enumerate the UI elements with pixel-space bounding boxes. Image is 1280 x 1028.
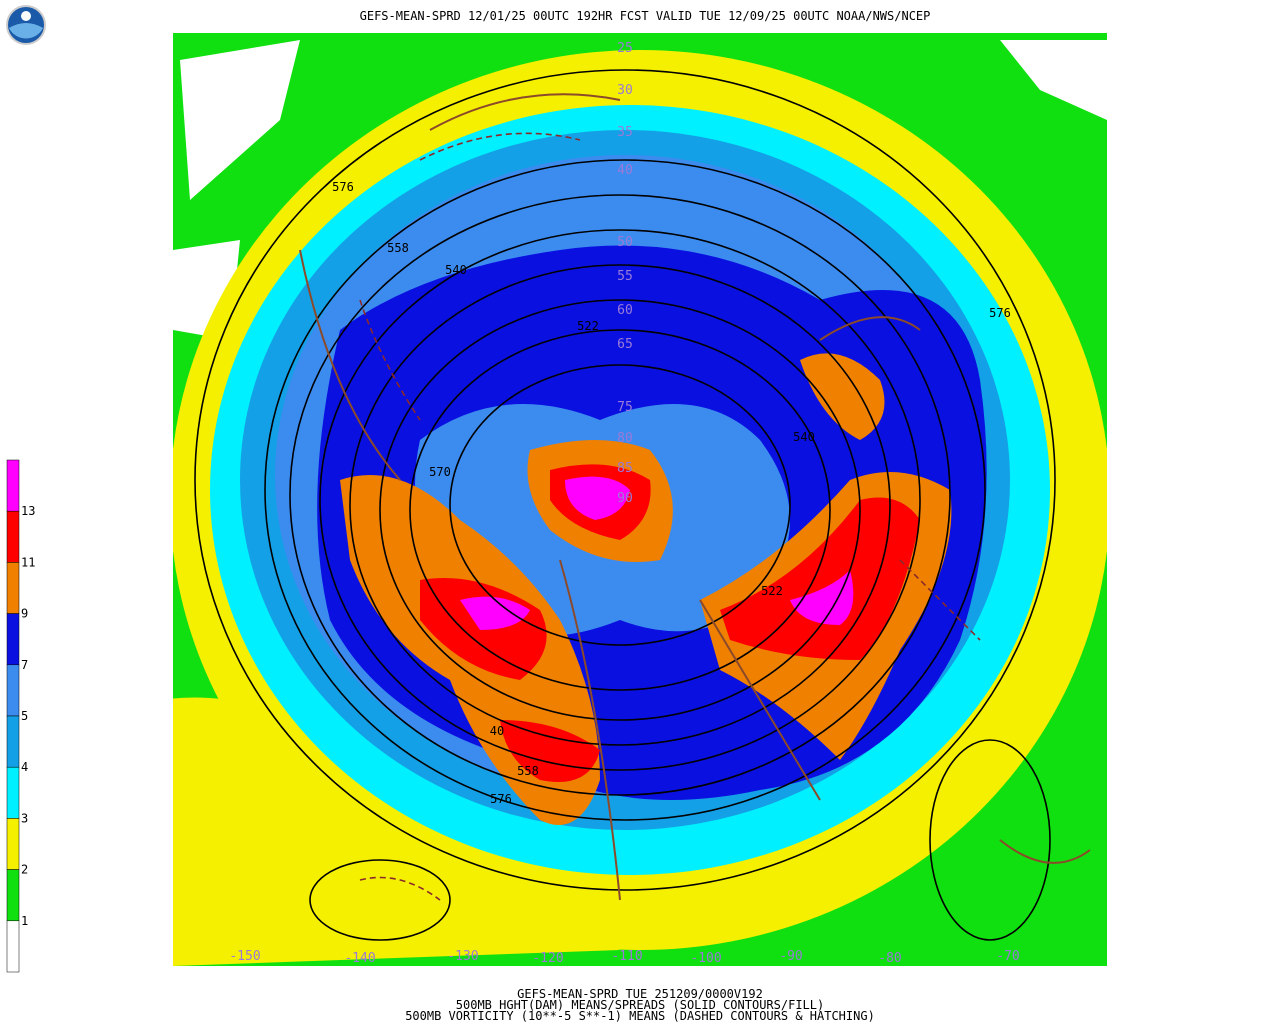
- lon-label: -100: [690, 951, 721, 966]
- legend-label: 2: [21, 863, 28, 877]
- legend-swatch: [6, 510, 20, 563]
- legend-swatch: [6, 920, 20, 973]
- lat-label: 80: [617, 431, 633, 446]
- legend-swatch: [6, 459, 20, 512]
- lat-label: 50: [617, 235, 633, 250]
- legend-swatch: [6, 715, 20, 768]
- legend-swatch: [6, 613, 20, 666]
- contour-label: 576: [989, 306, 1011, 320]
- legend-label: 13: [21, 504, 35, 518]
- legend-label: 7: [21, 658, 28, 672]
- legend-label: 9: [21, 607, 28, 621]
- contour-label: 576: [490, 792, 512, 806]
- contour-label: 540: [445, 263, 467, 277]
- legend-label: 1: [21, 914, 28, 928]
- lat-label: 60: [617, 303, 633, 318]
- footer-line: 500MB HGHT(DAM) MEANS/SPREADS (SOLID CON…: [456, 998, 824, 1012]
- legend-swatch: [6, 766, 20, 819]
- map: [173, 33, 1107, 966]
- lon-label: -80: [878, 951, 901, 966]
- lat-label: 85: [617, 461, 633, 476]
- footer-line: GEFS-MEAN-SPRD TUE 251209/0000V192: [517, 987, 763, 1001]
- lon-label: -140: [344, 951, 375, 966]
- lat-label: 25: [617, 41, 633, 56]
- lat-label: 65: [617, 337, 633, 352]
- contour-labels: 576 558 540 522 570 540 522 576 40 558 5…: [332, 180, 1011, 806]
- lon-label: -120: [532, 951, 563, 966]
- lon-label: -110: [611, 949, 642, 964]
- contour-label: 40: [490, 724, 504, 738]
- lat-label: 30: [617, 83, 633, 98]
- legend-swatch: [6, 664, 20, 717]
- lon-label: -150: [229, 949, 260, 964]
- contour-label: 558: [517, 764, 539, 778]
- lat-label: 35: [617, 125, 633, 140]
- legend-swatch: [6, 562, 20, 614]
- contour-label: 522: [577, 319, 599, 333]
- contour-label: 522: [761, 584, 783, 598]
- contour-label: 558: [387, 241, 409, 255]
- lat-labels: 25 30 35 40 50 55 60 65 75 80 85 90: [617, 41, 633, 506]
- contour-label: 570: [429, 465, 451, 479]
- lon-label: -70: [996, 949, 1019, 964]
- lat-label: 75: [617, 400, 633, 415]
- legend: 13 11 9 7 5 4 3 2 1: [6, 459, 35, 973]
- lat-label: 55: [617, 269, 633, 284]
- noaa-logo: [6, 5, 46, 45]
- lat-label: 90: [617, 491, 633, 506]
- lon-label: -130: [447, 949, 478, 964]
- contour-label: 576: [332, 180, 354, 194]
- lon-label: -90: [779, 949, 802, 964]
- legend-label: 11: [21, 555, 35, 569]
- lat-label: 40: [617, 163, 633, 178]
- footer-line: 500MB VORTICITY (10**-5 S**-1) MEANS (DA…: [405, 1009, 875, 1023]
- header-title: GEFS-MEAN-SPRD 12/01/25 00UTC 192HR FCST…: [360, 9, 931, 23]
- legend-label: 4: [21, 760, 28, 774]
- legend-label: 5: [21, 709, 28, 723]
- legend-label: 3: [21, 811, 28, 825]
- legend-swatch: [6, 869, 20, 922]
- contour-label: 540: [793, 430, 815, 444]
- legend-swatch: [6, 818, 20, 870]
- lon-labels: -150 -140 -130 -120 -110 -100 -90 -80 -7…: [229, 949, 1019, 966]
